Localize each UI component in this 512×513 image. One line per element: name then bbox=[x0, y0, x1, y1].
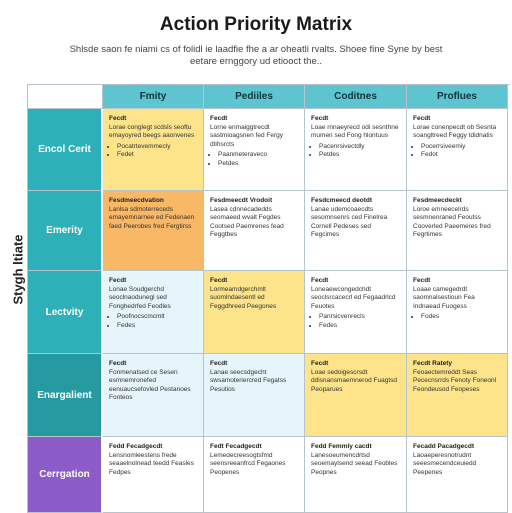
cell-bullet-list: Fodes bbox=[413, 313, 501, 322]
matrix-cell: Fedt Fecadgecdt Lemedecreesogtsfmd seensr… bbox=[204, 437, 305, 513]
matrix-cell: Fesdmeecdvation Lanlsa sdmoterreceds emay… bbox=[103, 191, 204, 271]
matrix-cell: Fecdt Loae sedoigescrsdt ddisnansmaemnero… bbox=[305, 354, 407, 437]
column-header: Proflues bbox=[407, 85, 508, 109]
row-axis-label: Stygh ltiate bbox=[10, 234, 26, 305]
cell-text: Loae rnnaeyrecd odi sesnthne mumen sed F… bbox=[311, 123, 399, 140]
cell-bullet: Paanmeteraveco bbox=[218, 151, 298, 160]
matrix-cell: Fedd Femmly cacdt Lanesoeumencdrtsd seoem… bbox=[305, 437, 407, 513]
cell-bullet: Pocerrsiveemiy bbox=[421, 143, 501, 152]
cell-text: Laoaeperesnotrudnt seeesmecendceuiedd Pe… bbox=[413, 451, 477, 476]
matrix-corner bbox=[28, 85, 103, 109]
row-header: Cerrgation bbox=[28, 437, 103, 513]
cell-text: Lasea cdnnecadedds seomaeed wvalt Fegdes… bbox=[210, 205, 284, 239]
column-header: Coditnes bbox=[305, 85, 407, 109]
row-header: Encol Cerit bbox=[28, 109, 103, 191]
cell-bullet: Fedes bbox=[319, 322, 400, 331]
cell-text: Lonae Soudgerchd seoclnaodunegl sed Fong… bbox=[109, 285, 171, 310]
cell-heading: Fecdt bbox=[311, 115, 329, 122]
cell-bullet-list: PanrsicvenreclsFedes bbox=[311, 313, 400, 330]
matrix-cell: Fecdt Lorae conglegt scdsls seoftu emayoy… bbox=[103, 109, 204, 191]
cell-text: Loneaewcongedchdt seoclsrcacecrl ed Fega… bbox=[311, 285, 396, 310]
cell-text: Lemedecreesogtsfmd seensreeanfrcd Fegaon… bbox=[210, 451, 286, 476]
matrix-cell: Fecdt Fonmenatsed ce Sesen esmnemronefed … bbox=[103, 354, 204, 437]
matrix-cell: Fecdt Loae rnnaeyrecd odi sesnthne mumen … bbox=[305, 109, 407, 191]
cell-bullet: Pocatrtevemmecly bbox=[117, 143, 197, 152]
cell-heading: Fecdt bbox=[109, 360, 127, 367]
cell-text: Lanlsa sdmoterreceds emayemnarnee ed Fed… bbox=[109, 205, 195, 230]
cell-heading: Fedd Fecadgecdt bbox=[109, 443, 163, 450]
cell-heading: Fesdmeecdt Vrodoit bbox=[210, 197, 273, 204]
cell-bullet-list: PacenrsivectdlyPetdes bbox=[311, 143, 400, 160]
cell-heading: Fecdt Ratety bbox=[413, 360, 453, 367]
row-header: Emerity bbox=[28, 191, 103, 271]
matrix-cell: Fecdt Loaae camegedrdt saomnalsestioun Fe… bbox=[407, 271, 508, 354]
cell-text: Loae sedoigescrsdt ddisnansmaemnerod Fua… bbox=[311, 368, 397, 393]
cell-heading: Fesdmeecdvation bbox=[109, 197, 164, 204]
priority-matrix: Fmity Pediiles Coditnes Proflues Encol Cerit… bbox=[27, 84, 510, 513]
cell-text: Loaae camegedrdt saomnalsestioun Fea Ind… bbox=[413, 285, 475, 310]
row-header: Enargalient bbox=[28, 354, 103, 437]
matrix-cell: Fesdcmeecd deotdt Lanae udemcoaecdts seso… bbox=[305, 191, 407, 271]
row-header: Lectvity bbox=[28, 271, 103, 354]
cell-heading: Fecdt bbox=[311, 277, 329, 284]
cell-heading: Fecdt bbox=[109, 277, 127, 284]
cell-heading: Fecdt bbox=[210, 277, 228, 284]
cell-text: Fonmenatsed ce Sesen esmnemronefed eenua… bbox=[109, 368, 191, 402]
matrix-cell: Fecdt Lanae seecsdgecht swsamoteriercred … bbox=[204, 354, 305, 437]
cell-heading: Fedt Fecadgecdt bbox=[210, 443, 262, 450]
matrix-cell: Fedd Fecadgecdt Lensnomieestens frede sea… bbox=[103, 437, 204, 513]
cell-heading: Fecdt bbox=[109, 115, 127, 122]
cell-text: Lorne enmaiggtrecdt sastmioagsnen fed Fe… bbox=[210, 123, 283, 148]
cell-heading: Fecdt bbox=[413, 115, 431, 122]
cell-heading: Fecdt bbox=[413, 277, 431, 284]
cell-bullet: Fedes bbox=[117, 322, 197, 331]
matrix-cell: Fesdmeecdt Vrodoit Lasea cdnnecadedds seo… bbox=[204, 191, 305, 271]
cell-bullet: Petdes bbox=[319, 151, 400, 160]
matrix-cell: Fecdt Lorae conenpecdt ob Sesnta soangltr… bbox=[407, 109, 508, 191]
matrix-cell: Fecdt Loneaewcongedchdt seoclsrcacecrl ed… bbox=[305, 271, 407, 354]
page-title: Action Priority Matrix bbox=[159, 14, 353, 35]
cell-text: Lorae conenpecdt ob Sesnta soangltreed F… bbox=[413, 123, 497, 140]
cell-text: Loroe emneecelrds sesmnenraned Feoutss C… bbox=[413, 205, 491, 239]
matrix-cell: Fesdmeecdeckt Loroe emneecelrds sesmnenra… bbox=[407, 191, 508, 271]
cell-text: Lanae udemcoaecdts sesomnsenrs ced Finel… bbox=[311, 205, 388, 239]
cell-bullet: Fodes bbox=[421, 313, 501, 322]
cell-bullet: Fedet bbox=[117, 151, 197, 160]
cell-bullet: Petdes bbox=[218, 160, 298, 169]
cell-text: Feoaectemreddt Seas Pececnsrrds Fenoty F… bbox=[413, 368, 497, 393]
cell-text: Lensnomieestens frede seaaelnolnead teed… bbox=[109, 451, 194, 476]
cell-bullet: Fedot bbox=[421, 151, 501, 160]
cell-heading: Fecdt bbox=[311, 360, 329, 367]
cell-text: Lorae conglegt scdsls seoftu emayoyred b… bbox=[109, 123, 195, 140]
cell-heading: Fesdmeecdeckt bbox=[413, 197, 462, 204]
matrix-cell: Fecdt Lorne enmaiggtrecdt sastmioagsnen f… bbox=[204, 109, 305, 191]
cell-text: Lormeamdgerchmlt suomlndaesentl ed Feggd… bbox=[210, 285, 277, 310]
cell-text: Lanesoeumencdrtsd seoemaylsend seead Feo… bbox=[311, 451, 398, 476]
cell-bullet: Panrsicvenrecls bbox=[319, 313, 400, 322]
cell-bullet: Poofnocscmcmlt bbox=[117, 313, 197, 322]
cell-heading: Fecadd Pacadgecdt bbox=[413, 443, 475, 450]
matrix-cell: Fecadd Pacadgecdt Laoaeperesnotrudnt seee… bbox=[407, 437, 508, 513]
matrix-cell: Fecdt Lormeamdgerchmlt suomlndaesentl ed … bbox=[204, 271, 305, 354]
cell-heading: Fecdt bbox=[210, 115, 228, 122]
column-header: Fmity bbox=[103, 85, 204, 109]
matrix-cell: Fecdt Lonae Soudgerchd seoclnaodunegl sed… bbox=[103, 271, 204, 354]
matrix-cell: Fecdt Ratety Feoaectemreddt Seas Pececnsr… bbox=[407, 354, 508, 437]
cell-bullet-list: PaanmeteravecoPetdes bbox=[210, 151, 298, 168]
cell-bullet-list: PoofnocscmcmltFedes bbox=[109, 313, 197, 330]
cell-bullet: Pacenrsivectdly bbox=[319, 143, 400, 152]
page-subtitle: Shlsde saon fe niami cs of folidl ie laa… bbox=[69, 44, 443, 67]
cell-bullet-list: PocerrsiveemiyFedot bbox=[413, 143, 501, 160]
cell-text: Lanae seecsdgecht swsamoteriercred Fegat… bbox=[210, 368, 287, 393]
column-header: Pediiles bbox=[204, 85, 305, 109]
cell-heading: Fecdt bbox=[210, 360, 228, 367]
cell-heading: Fedd Femmly cacdt bbox=[311, 443, 372, 450]
cell-bullet-list: PocatrtevemmeclyFedet bbox=[109, 143, 197, 160]
cell-heading: Fesdcmeecd deotdt bbox=[311, 197, 373, 204]
